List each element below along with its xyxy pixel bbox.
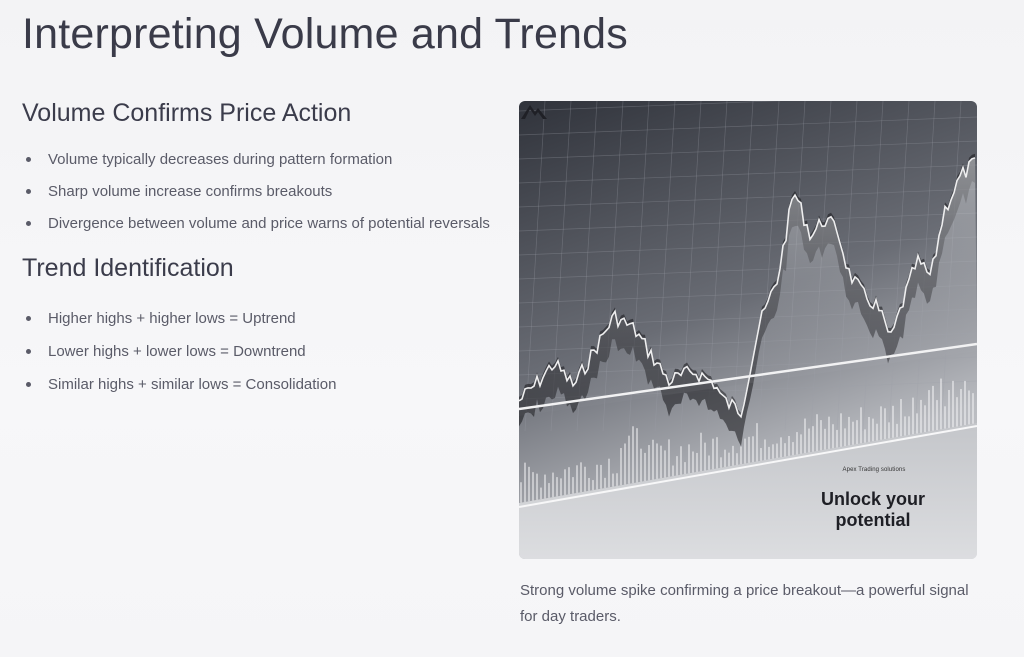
list-item: Divergence between volume and price warn… [22, 210, 492, 237]
list-item: Sharp volume increase confirms breakouts [22, 178, 492, 205]
stock-chart-image [519, 101, 977, 559]
list-item: Similar highs + similar lows = Consolida… [22, 371, 492, 398]
list-item: Higher highs + higher lows = Uptrend [22, 305, 492, 332]
brand-name: Apex Trading solutions [842, 467, 906, 473]
price-line [519, 157, 976, 419]
trend-bullet-list: Higher highs + higher lows = Uptrend Low… [22, 305, 492, 398]
price-area [519, 157, 977, 417]
list-item: Lower highs + lower lows = Downtrend [22, 338, 492, 365]
section-title-volume: Volume Confirms Price Action [22, 99, 352, 127]
mountain-icon [521, 105, 547, 119]
trend-line [519, 342, 977, 411]
chart-illustration: Apex Trading solutions Unlock your poten… [519, 101, 977, 559]
content-column: Volume Confirms Price Action Volume typi… [22, 96, 492, 404]
page-title: Interpreting Volume and Trends [22, 10, 628, 58]
brand-tagline: Unlock your potential [820, 489, 926, 530]
floor-edge-line [519, 425, 977, 508]
figure-caption: Strong volume spike confirming a price b… [520, 582, 969, 625]
volume-bars [520, 378, 974, 503]
chart-floor [519, 423, 977, 559]
volume-bullet-list: Volume typically decreases during patter… [22, 146, 492, 237]
list-item: Volume typically decreases during patter… [22, 146, 492, 173]
section-title-trend: Trend Identification [22, 254, 234, 282]
